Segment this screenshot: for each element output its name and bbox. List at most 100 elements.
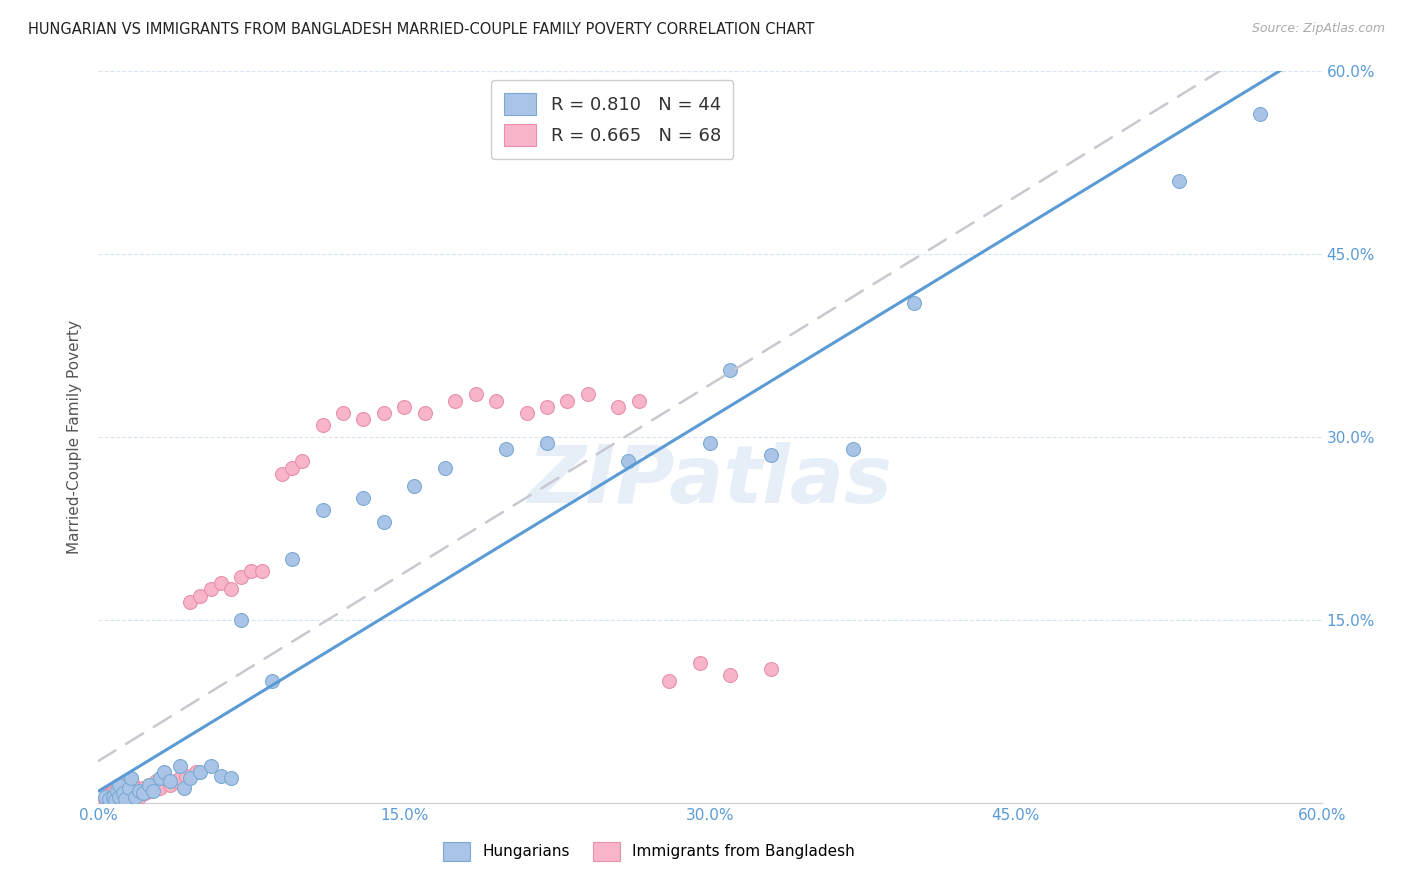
Point bbox=[169, 759, 191, 773]
Point bbox=[108, 781, 131, 796]
Point bbox=[134, 786, 156, 800]
Text: Source: ZipAtlas.com: Source: ZipAtlas.com bbox=[1251, 22, 1385, 36]
Point bbox=[141, 783, 163, 797]
Point bbox=[138, 777, 160, 792]
Point bbox=[120, 772, 142, 786]
Point bbox=[97, 789, 120, 804]
Point bbox=[219, 772, 242, 786]
Point bbox=[281, 460, 304, 475]
Point bbox=[128, 789, 150, 804]
Point bbox=[332, 406, 354, 420]
Point bbox=[627, 393, 650, 408]
Legend: Hungarians, Immigrants from Bangladesh: Hungarians, Immigrants from Bangladesh bbox=[434, 834, 863, 868]
Point bbox=[536, 436, 558, 450]
Point bbox=[392, 400, 416, 414]
Point bbox=[219, 582, 242, 597]
Point bbox=[159, 773, 181, 788]
Point bbox=[97, 787, 120, 801]
Point bbox=[122, 777, 145, 792]
Point bbox=[188, 765, 212, 780]
Point bbox=[312, 503, 335, 517]
Point bbox=[260, 673, 283, 688]
Point bbox=[93, 789, 115, 804]
Point bbox=[689, 656, 711, 670]
Point bbox=[231, 613, 253, 627]
Point bbox=[100, 789, 122, 804]
Point bbox=[179, 594, 201, 608]
Point bbox=[152, 772, 174, 786]
Point bbox=[413, 406, 436, 420]
Point bbox=[373, 516, 395, 530]
Point bbox=[118, 780, 141, 794]
Point bbox=[114, 783, 136, 797]
Point bbox=[115, 786, 138, 800]
Point bbox=[720, 363, 742, 377]
Point bbox=[250, 564, 273, 578]
Point bbox=[128, 783, 150, 797]
Point bbox=[536, 400, 558, 414]
Point bbox=[110, 786, 132, 800]
Point bbox=[124, 789, 146, 804]
Point bbox=[118, 781, 141, 796]
Point bbox=[607, 400, 630, 414]
Text: ZIPatlas: ZIPatlas bbox=[527, 442, 893, 520]
Point bbox=[97, 792, 120, 806]
Point bbox=[557, 393, 579, 408]
Point bbox=[188, 589, 212, 603]
Point bbox=[108, 789, 131, 804]
Point bbox=[699, 436, 721, 450]
Point bbox=[127, 781, 149, 796]
Point bbox=[132, 786, 155, 800]
Point bbox=[200, 582, 222, 597]
Point bbox=[404, 479, 426, 493]
Point bbox=[179, 772, 201, 786]
Point bbox=[111, 777, 134, 792]
Point bbox=[96, 789, 118, 804]
Point bbox=[173, 781, 195, 796]
Point bbox=[761, 449, 783, 463]
Point bbox=[149, 772, 172, 786]
Point bbox=[174, 769, 197, 783]
Point bbox=[101, 789, 124, 804]
Point bbox=[200, 759, 222, 773]
Point bbox=[231, 570, 253, 584]
Point bbox=[209, 576, 232, 591]
Point bbox=[464, 387, 486, 401]
Point bbox=[169, 772, 191, 786]
Point bbox=[108, 777, 131, 792]
Point bbox=[118, 789, 141, 804]
Point bbox=[104, 783, 127, 797]
Point bbox=[104, 793, 127, 807]
Point bbox=[903, 296, 925, 310]
Point bbox=[152, 765, 174, 780]
Point bbox=[104, 789, 127, 804]
Point bbox=[270, 467, 294, 481]
Point bbox=[149, 781, 172, 796]
Point bbox=[720, 667, 742, 681]
Point bbox=[142, 783, 165, 797]
Point bbox=[841, 442, 863, 457]
Point bbox=[209, 769, 232, 783]
Point bbox=[291, 454, 314, 468]
Point bbox=[93, 792, 115, 806]
Point bbox=[138, 777, 160, 792]
Point bbox=[145, 773, 167, 788]
Point bbox=[352, 412, 374, 426]
Point bbox=[186, 765, 208, 780]
Point bbox=[434, 460, 457, 475]
Point bbox=[108, 789, 131, 804]
Point bbox=[576, 387, 599, 401]
Y-axis label: Married-Couple Family Poverty: Married-Couple Family Poverty bbox=[67, 320, 83, 554]
Point bbox=[281, 552, 304, 566]
Point bbox=[761, 662, 783, 676]
Point bbox=[516, 406, 538, 420]
Point bbox=[114, 792, 136, 806]
Point bbox=[240, 564, 263, 578]
Point bbox=[100, 786, 122, 800]
Point bbox=[485, 393, 508, 408]
Point bbox=[165, 773, 187, 788]
Point bbox=[373, 406, 395, 420]
Point bbox=[617, 454, 640, 468]
Point bbox=[105, 787, 128, 801]
Point bbox=[124, 786, 146, 800]
